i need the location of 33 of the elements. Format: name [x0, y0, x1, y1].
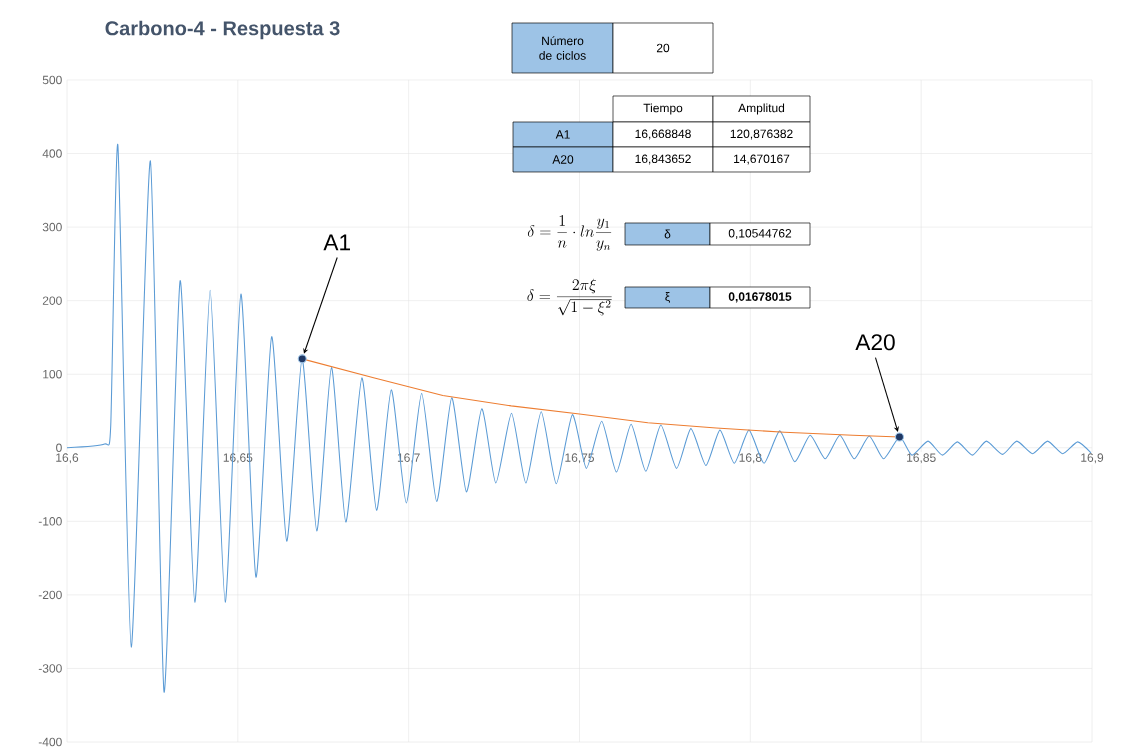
y-tick-label: 300 [42, 222, 62, 232]
x-tick-label: 16,8 [739, 453, 762, 464]
y-tick-label: 0 [56, 443, 62, 453]
text: Número de ciclos [539, 36, 586, 60]
y-tick-label: -400 [38, 737, 62, 747]
annotation: 16,843652 [635, 154, 691, 165]
annotation: 0,01678015 [728, 292, 792, 303]
y-tick-label: 400 [42, 149, 62, 158]
annotation: 120,876382 [730, 129, 793, 140]
x-tick-label: 16,85 [907, 453, 936, 464]
y-tick-label: -300 [38, 664, 62, 673]
annotation: $\delta = \frac{1}{n}\cdot ln\frac{y_1}{y_n}$ [527, 215, 612, 251]
annotation: $\delta = \frac{2\pi\xi}{\sqrt{1-\xi^2}}$ [527, 278, 612, 316]
annotation: Amplitud [738, 103, 785, 115]
y-tick-label: 100 [43, 369, 62, 379]
annotation: Tiempo [643, 103, 683, 115]
y-tick-label: -100 [38, 517, 62, 526]
annotation: 14,670167 [734, 154, 790, 165]
annotation: A1 [323, 234, 350, 251]
text: 20 [656, 43, 670, 53]
x-tick-label: 16,9 [1081, 453, 1104, 464]
y-tick-label: -200 [38, 590, 62, 600]
annotation: A20 [855, 334, 895, 351]
annotation: δ [664, 229, 671, 239]
x-tick-label: 16,6 [56, 453, 79, 464]
annotation: ξ [665, 292, 670, 303]
y-tick-label: 200 [42, 296, 62, 305]
annotation: 0,10544762 [728, 229, 792, 239]
annotation: A1 [555, 130, 570, 139]
y-tick-label: 500 [42, 75, 62, 85]
chart-title: Carbono-4 - Respuesta 3 [105, 20, 340, 40]
annotation: A20 [552, 155, 574, 164]
annotation: 16,668848 [635, 129, 691, 140]
